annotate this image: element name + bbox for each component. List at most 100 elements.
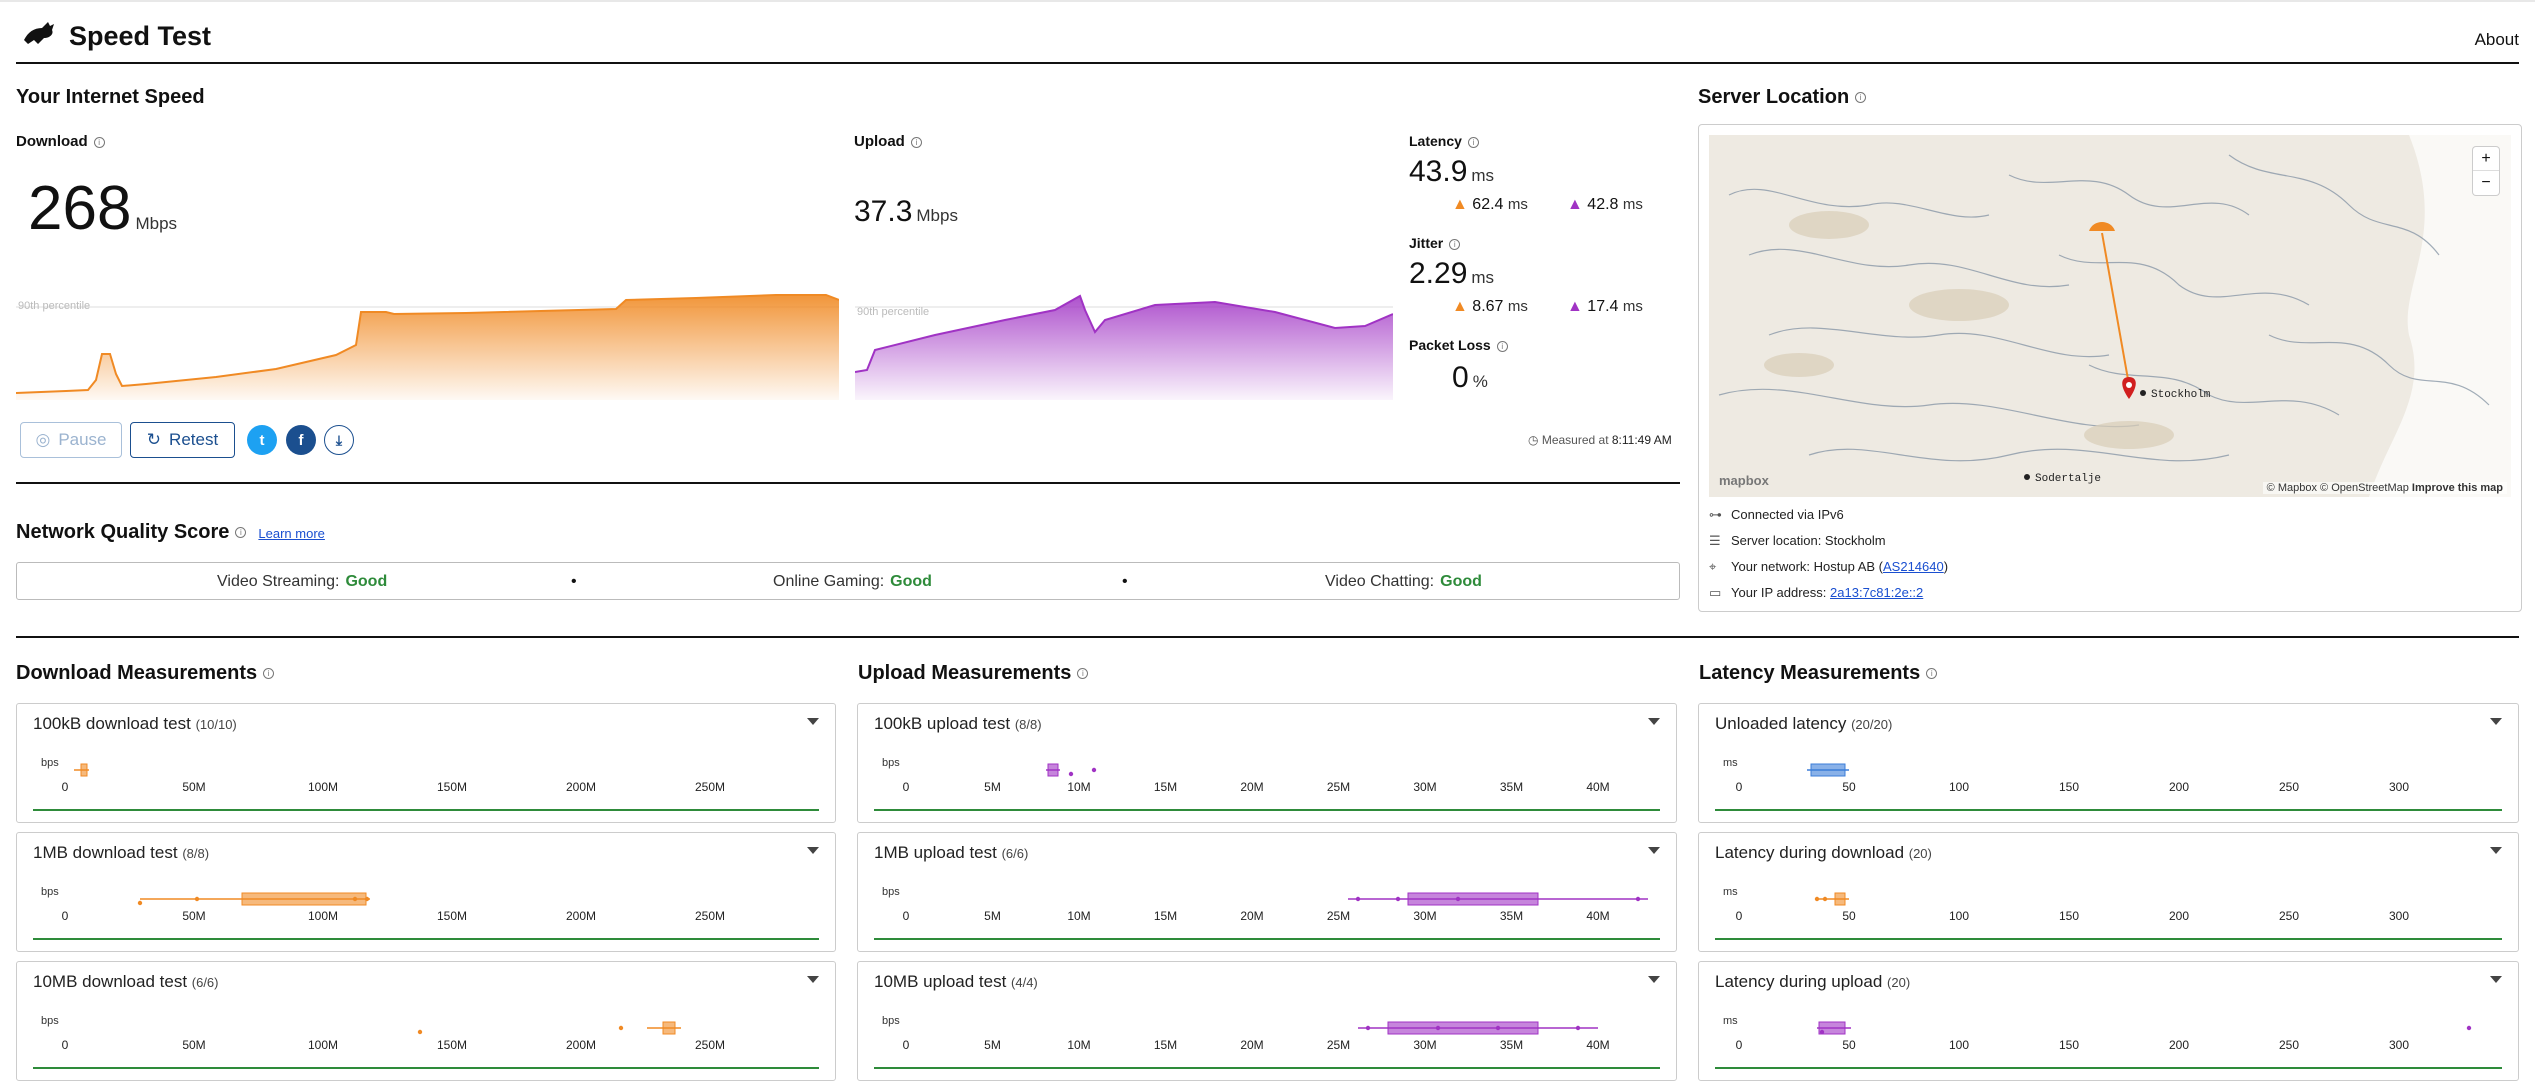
chevron-down-icon[interactable] bbox=[2490, 976, 2502, 983]
axis-tick: 10M bbox=[1067, 909, 1090, 923]
axis-tick: 20M bbox=[1240, 1038, 1263, 1052]
upload-area bbox=[855, 296, 1393, 400]
outlier-point bbox=[1435, 1025, 1441, 1031]
download-value-number: 268 bbox=[28, 174, 132, 243]
download-test-card[interactable]: 10MB download test (6/6) bps 0 50M 100M 150M 2… bbox=[16, 961, 836, 1081]
test-count: (10/10) bbox=[195, 717, 237, 732]
upload-test-card[interactable]: 10MB upload test (4/4) bps 0 5M 10M 15M 20M 25M… bbox=[857, 961, 1677, 1081]
info-icon[interactable]: i bbox=[1926, 668, 1938, 680]
upload-label-text: Upload bbox=[854, 133, 905, 150]
axis-tick: 50 bbox=[1842, 909, 1856, 923]
improve-map-link[interactable]: Improve this map bbox=[2411, 482, 2503, 494]
download-test-card[interactable]: 100kB download test (10/10) bps 0 50M 100M 15… bbox=[16, 703, 836, 823]
test-count: (8/8) bbox=[1014, 717, 1042, 732]
download-test-card[interactable]: 1MB download test (8/8) bps 0 50M 100M 150M 20… bbox=[16, 832, 836, 952]
axis-tick: 100 bbox=[1949, 1038, 1969, 1052]
axis-tick: 40M bbox=[1586, 909, 1609, 923]
axis-tick: 0 bbox=[1736, 780, 1743, 794]
download-measurements-title: Download Measurements i bbox=[16, 662, 275, 685]
axis-tick: 100 bbox=[1949, 909, 1969, 923]
twitter-share-button[interactable]: t bbox=[247, 425, 277, 455]
upload-percentile-label: 90th percentile bbox=[857, 306, 930, 318]
latency-test-card[interactable]: Latency during upload (20) ms 0 50 100 150 200… bbox=[1698, 961, 2519, 1081]
chevron-down-icon[interactable] bbox=[2490, 847, 2502, 854]
outlier-point bbox=[1455, 896, 1461, 902]
test-title: 10MB upload test (4/4) bbox=[874, 972, 1038, 992]
latency-unit: ms bbox=[1471, 166, 1495, 185]
axis-tick: 25M bbox=[1327, 1038, 1350, 1052]
about-link[interactable]: About bbox=[2474, 30, 2519, 49]
pause-button[interactable]: ◎ Pause bbox=[20, 422, 122, 458]
chevron-down-icon[interactable] bbox=[807, 847, 819, 854]
box-plot: ms 0 50 100 150 200 250 300 bbox=[1715, 886, 2502, 940]
outlier-point bbox=[1365, 1025, 1371, 1031]
facebook-share-button[interactable]: f bbox=[286, 425, 316, 455]
info-icon[interactable]: i bbox=[1855, 92, 1867, 104]
latency-value: 43.9 ms bbox=[1409, 156, 1494, 192]
latency-download-value: 62.4 bbox=[1472, 196, 1504, 213]
chevron-down-icon[interactable] bbox=[807, 718, 819, 725]
map-label-sodertalje: Sodertalje bbox=[2035, 473, 2101, 485]
latency-measurements-title-text: Latency Measurements bbox=[1699, 662, 1921, 684]
info-icon[interactable]: i bbox=[93, 136, 105, 148]
info-icon[interactable]: i bbox=[1449, 238, 1461, 250]
upload-speed-chart bbox=[855, 294, 1393, 400]
info-icon[interactable]: i bbox=[1496, 340, 1508, 352]
retest-button[interactable]: ↻ Retest bbox=[130, 422, 235, 458]
axis-unit: bps bbox=[41, 1015, 59, 1027]
axis-tick: 100M bbox=[308, 780, 338, 794]
info-icon[interactable]: i bbox=[1467, 136, 1479, 148]
test-title: 10MB download test (6/6) bbox=[33, 972, 219, 992]
chevron-down-icon[interactable] bbox=[1648, 847, 1660, 854]
jitter-download-unit: ms bbox=[1507, 298, 1528, 315]
axis-tick: 300 bbox=[2389, 1038, 2409, 1052]
learn-more-link[interactable]: Learn more bbox=[258, 526, 325, 541]
download-icon: ⤓ bbox=[335, 431, 343, 448]
server-location-panel: Stockholm Sodertalje mapbox + − © Mapbox… bbox=[1698, 124, 2522, 612]
download-line bbox=[16, 294, 839, 394]
download-results-button[interactable]: ⤓ bbox=[324, 425, 354, 455]
map[interactable]: Stockholm Sodertalje mapbox + − © Mapbox… bbox=[1709, 135, 2511, 497]
zoom-out-button[interactable]: − bbox=[2481, 174, 2491, 191]
chevron-down-icon[interactable] bbox=[1648, 976, 1660, 983]
upload-test-card[interactable]: 1MB upload test (6/6) bps 0 5M 10M 15M 20M 25M 3… bbox=[857, 832, 1677, 952]
connection-type-text: Connected via IPv6 bbox=[1731, 507, 1844, 522]
as-number-link[interactable]: AS214640 bbox=[1883, 559, 1944, 574]
upload-test-card[interactable]: 100kB upload test (8/8) bps 0 5M 10M 15M 20M 25… bbox=[857, 703, 1677, 823]
axis-tick: 200 bbox=[2169, 780, 2189, 794]
axis-unit: bps bbox=[882, 1015, 900, 1027]
outlier-point bbox=[1495, 1025, 1501, 1031]
jitter-download: ▲ 8.67 ms bbox=[1452, 298, 1528, 316]
arrow-up-icon: ▲ bbox=[1567, 298, 1583, 315]
ip-address-link[interactable]: 2a13:7c81:2e::2 bbox=[1830, 585, 1924, 600]
arrow-down-icon: ▲ bbox=[1452, 298, 1468, 315]
latency-download: ▲ 62.4 ms bbox=[1452, 196, 1528, 214]
chevron-down-icon[interactable] bbox=[807, 976, 819, 983]
test-name: 10MB download test bbox=[33, 972, 192, 991]
chevron-down-icon[interactable] bbox=[2490, 718, 2502, 725]
info-icon[interactable]: i bbox=[910, 136, 922, 148]
jitter-download-value: 8.67 bbox=[1472, 298, 1504, 315]
info-icon[interactable]: i bbox=[1077, 668, 1089, 680]
outlier-point bbox=[1395, 896, 1401, 902]
latency-test-card[interactable]: Latency during download (20) ms 0 50 100 150 2… bbox=[1698, 832, 2519, 952]
chevron-down-icon[interactable] bbox=[1648, 718, 1660, 725]
latency-test-card[interactable]: Unloaded latency (20/20) ms 0 50 100 150 200 25… bbox=[1698, 703, 2519, 823]
clock-icon: ◷ bbox=[1528, 433, 1539, 447]
info-icon[interactable]: i bbox=[263, 668, 275, 680]
info-icon[interactable]: i bbox=[235, 527, 247, 539]
axis-unit: ms bbox=[1723, 757, 1738, 769]
nqs-value: Good bbox=[345, 573, 388, 590]
jitter-unit: ms bbox=[1471, 268, 1495, 287]
axis-tick: 0 bbox=[903, 780, 910, 794]
test-title: Latency during upload (20) bbox=[1715, 972, 1910, 992]
zoom-in-button[interactable]: + bbox=[2473, 147, 2499, 171]
header: Speed Test About bbox=[16, 14, 2519, 64]
attribution-mapbox[interactable]: © Mapbox bbox=[2266, 482, 2317, 494]
test-title: 1MB upload test (6/6) bbox=[874, 843, 1028, 863]
test-name: Latency during upload bbox=[1715, 972, 1888, 991]
axis-tick: 250 bbox=[2279, 909, 2299, 923]
axis-unit: bps bbox=[882, 886, 900, 898]
attribution-osm[interactable]: © OpenStreetMap bbox=[2320, 482, 2409, 494]
